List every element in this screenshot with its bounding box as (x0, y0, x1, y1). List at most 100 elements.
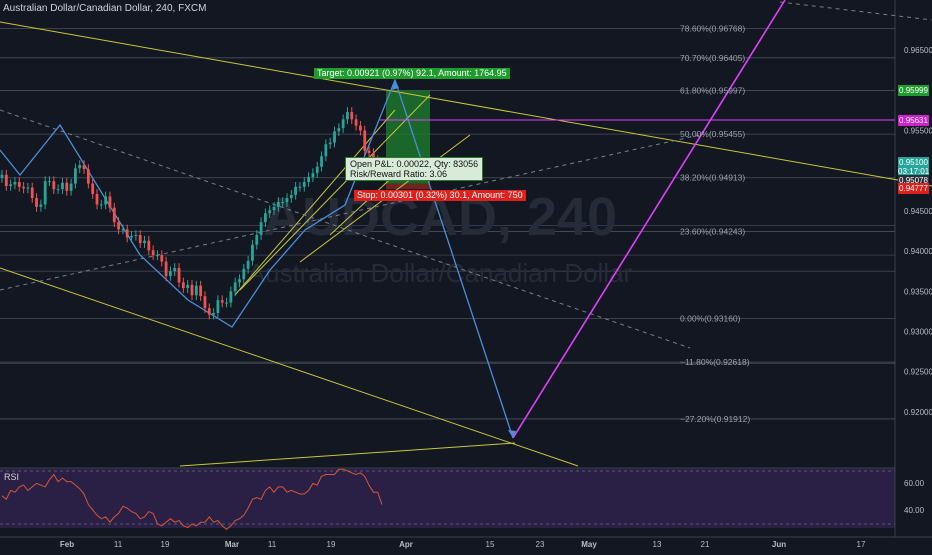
target-label[interactable]: Target: 0.00921 (0.97%) 92.1, Amount: 17… (314, 68, 510, 79)
y-tick-label: 0.92000 (904, 408, 932, 417)
y-tick-label: 0.92500 (904, 368, 932, 377)
y-tick-label: 0.93500 (904, 287, 932, 296)
candle-body (216, 300, 220, 313)
candle-body (207, 308, 211, 315)
y-tick-label: 0.94500 (904, 207, 932, 216)
candle-body (177, 267, 181, 283)
fib-label: 0.00%(0.93160) (680, 314, 741, 324)
rsi-background (0, 468, 895, 528)
y-tick-label: 0.94000 (904, 247, 932, 256)
candle-body (147, 240, 151, 251)
candle-body (311, 173, 315, 178)
channel-line-b (239, 94, 431, 291)
candle-body (117, 222, 120, 230)
price-tag: 0.95631 (898, 114, 929, 126)
candle-body (52, 181, 56, 190)
fib-label: 23.60%(0.94243) (680, 227, 745, 237)
candle-body (203, 296, 207, 309)
candle-body (324, 144, 328, 157)
pattern-peak-marker (392, 80, 399, 90)
trend-line-upper (0, 21, 932, 187)
candle-body (9, 184, 13, 186)
candle-body (307, 177, 310, 182)
x-tick-label: 21 (701, 540, 710, 549)
candle-body (104, 196, 108, 205)
y-tick-label: 0.95500 (904, 127, 932, 136)
watermark-name: Australian Dollar/Canadian Dollar (248, 258, 633, 288)
candle-body (30, 187, 34, 199)
candle-body (233, 282, 237, 292)
dashed-line-b (0, 109, 691, 349)
candle-body (341, 119, 345, 129)
candle-body (255, 235, 259, 245)
candle-body (194, 285, 198, 296)
candle-body (26, 187, 30, 189)
candle-body (121, 229, 125, 231)
candle-body (320, 156, 323, 167)
y-tick-label: 0.93000 (904, 327, 932, 336)
candle-body (82, 165, 86, 170)
candle-body (181, 282, 185, 289)
price-tag: 0.94777 (898, 183, 929, 195)
x-tick-label: 17 (857, 540, 866, 549)
x-tick-label: Feb (60, 540, 74, 549)
candle-body (108, 196, 112, 208)
candle-body (302, 181, 306, 187)
x-tick-label: 23 (536, 540, 545, 549)
x-tick-label: Apr (399, 540, 413, 549)
candle-body (48, 181, 51, 183)
rsi-label: RSI (4, 472, 20, 482)
rsi-tick-label: 40.00 (904, 506, 925, 515)
candle-body (276, 202, 280, 207)
candle-body (164, 261, 168, 277)
candle-body (138, 235, 142, 244)
candle-body (86, 169, 90, 184)
candle-body (61, 182, 64, 190)
x-tick-label: Mar (225, 540, 239, 549)
x-tick-label: 19 (327, 540, 336, 549)
fib-label: 61.80%(0.95997) (680, 86, 745, 96)
candle-body (272, 206, 276, 211)
candle-body (130, 235, 133, 238)
stop-zone (386, 183, 430, 190)
candle-body (298, 186, 302, 188)
candle-body (4, 174, 8, 186)
candle-body (212, 312, 215, 315)
candle-body (143, 240, 146, 244)
candle-body (367, 150, 371, 154)
candle-body (151, 250, 155, 256)
open-pnl-box[interactable]: Open P&L: 0.00022, Qty: 83056 Risk/Rewar… (345, 157, 484, 181)
candle-body (359, 125, 362, 131)
candle-body (190, 284, 194, 296)
projection-line-up (512, 0, 786, 439)
candle-body (264, 213, 267, 223)
candle-body (134, 235, 138, 237)
chart-title: Australian Dollar/Canadian Dollar, 240, … (3, 3, 207, 14)
x-tick-label: 13 (653, 540, 662, 549)
candle-body (371, 153, 375, 161)
candle-body (13, 181, 17, 185)
fib-label: 70.70%(0.96405) (680, 53, 745, 63)
candle-body (259, 222, 263, 236)
candle-body (0, 174, 4, 178)
candle-body (294, 186, 298, 195)
candle-body (225, 302, 228, 304)
candle-body (39, 204, 43, 207)
channel-line-a (234, 109, 396, 296)
trend-line-base (179, 442, 516, 467)
fib-label: 38.20%(0.94913) (680, 173, 745, 183)
risk-reward-label: Risk/Reward Ratio: 3.06 (350, 169, 448, 179)
candle-body (199, 285, 203, 297)
price-tag: 03:17:01 (898, 166, 930, 178)
candle-body (238, 279, 241, 283)
candle-body (35, 198, 38, 207)
stop-label[interactable]: Stop: 0.00301 (0.32%) 30.1, Amount: 750 (354, 190, 526, 201)
candle-body (65, 182, 69, 191)
x-tick-label: May (581, 540, 597, 549)
candle-body (17, 181, 21, 187)
candle-body (74, 168, 77, 184)
rsi-tick-label: 60.00 (904, 479, 925, 488)
